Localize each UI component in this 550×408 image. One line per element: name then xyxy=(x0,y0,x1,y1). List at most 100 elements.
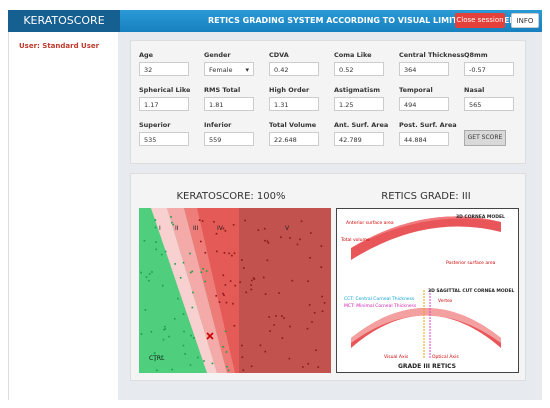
field-input[interactable]: 42.789 xyxy=(334,132,384,146)
field-label: Gender xyxy=(204,51,231,59)
field-input[interactable]: -0.57 xyxy=(464,62,514,76)
point xyxy=(302,366,304,368)
point xyxy=(218,301,221,303)
point xyxy=(242,369,245,372)
point xyxy=(296,243,299,246)
point xyxy=(232,224,235,226)
field-input[interactable]: 364 xyxy=(399,62,449,76)
zone-2 xyxy=(167,208,227,373)
point xyxy=(191,270,194,273)
field-label: Q8mm xyxy=(464,51,488,59)
point xyxy=(273,324,275,326)
point xyxy=(241,344,243,347)
field-label: CDVA xyxy=(269,51,289,59)
field-input[interactable]: 1.25 xyxy=(334,97,384,111)
brand[interactable]: KERATOSCORE xyxy=(8,10,120,32)
point xyxy=(150,330,153,333)
field-input[interactable]: 1.17 xyxy=(139,97,189,111)
field-label: Age xyxy=(139,51,154,59)
field-input[interactable]: 494 xyxy=(399,97,449,111)
point xyxy=(231,254,233,257)
point xyxy=(222,345,224,348)
point xyxy=(280,236,282,239)
point xyxy=(268,316,270,318)
point xyxy=(215,295,217,297)
close-button[interactable]: Close session xyxy=(455,13,505,28)
point xyxy=(223,294,225,297)
point xyxy=(267,242,270,244)
point xyxy=(245,291,248,294)
point xyxy=(266,259,269,262)
point xyxy=(317,366,320,368)
point xyxy=(148,273,151,275)
point xyxy=(164,250,167,253)
zone-chart: I II III IV V CTRL xyxy=(139,208,331,373)
point xyxy=(191,306,194,309)
point xyxy=(264,293,267,295)
point xyxy=(161,284,164,287)
point xyxy=(189,271,192,274)
point xyxy=(215,250,218,253)
point xyxy=(313,311,316,314)
point xyxy=(162,338,165,341)
point xyxy=(233,324,236,327)
model-label: Visual Axis xyxy=(384,354,409,360)
point xyxy=(310,232,312,234)
point xyxy=(140,333,143,335)
point xyxy=(228,252,231,255)
point xyxy=(227,369,230,372)
point xyxy=(289,237,291,239)
point xyxy=(197,356,199,359)
point xyxy=(239,281,241,283)
point xyxy=(202,268,204,270)
field-input[interactable]: 559 xyxy=(204,132,254,146)
point xyxy=(299,238,301,241)
point xyxy=(222,227,225,230)
model-label: Posterior surface area xyxy=(446,260,496,266)
field-input[interactable]: 535 xyxy=(139,132,189,146)
point xyxy=(233,252,236,255)
user-label: User: Standard User xyxy=(19,42,100,50)
point xyxy=(160,253,163,256)
field-input[interactable]: Female ▾ xyxy=(204,62,254,76)
model-label: Vertex xyxy=(438,298,453,304)
field-input[interactable]: 1.81 xyxy=(204,97,254,111)
point xyxy=(250,279,253,282)
control-label: CTRL xyxy=(149,355,165,362)
field-input[interactable]: 44.884 xyxy=(399,132,449,146)
point xyxy=(226,365,228,368)
point xyxy=(140,271,142,274)
point xyxy=(192,291,194,294)
get-score-button[interactable]: GET SCORE xyxy=(464,130,506,146)
point xyxy=(223,252,226,254)
field-label: Astigmatism xyxy=(334,86,381,94)
field-label: RMS Total xyxy=(204,86,241,94)
field-label: Ant. Surf. Area xyxy=(334,121,389,129)
point xyxy=(174,263,177,265)
point xyxy=(232,302,234,305)
point xyxy=(300,220,303,223)
point xyxy=(155,369,158,372)
point xyxy=(189,252,191,255)
cornea-cut-face xyxy=(351,308,501,343)
field-input[interactable]: 0.42 xyxy=(269,62,319,76)
field-input[interactable]: 0.52 xyxy=(334,62,384,76)
point xyxy=(288,357,291,360)
point xyxy=(154,359,156,362)
field-label: Spherical Like xyxy=(139,86,191,94)
point xyxy=(269,330,271,332)
point xyxy=(309,256,311,259)
patient-marker xyxy=(206,332,214,340)
point xyxy=(199,240,202,243)
field-input[interactable]: 32 xyxy=(139,62,189,76)
point xyxy=(311,321,313,323)
point xyxy=(307,362,310,365)
info-button[interactable]: INFO xyxy=(511,13,539,28)
point xyxy=(244,219,246,222)
zone-label: II xyxy=(175,225,179,232)
field-input[interactable]: 565 xyxy=(464,97,514,111)
point xyxy=(161,355,164,357)
field-input[interactable]: 1.31 xyxy=(269,97,319,111)
point xyxy=(224,229,227,232)
field-input[interactable]: 22.648 xyxy=(269,132,319,146)
